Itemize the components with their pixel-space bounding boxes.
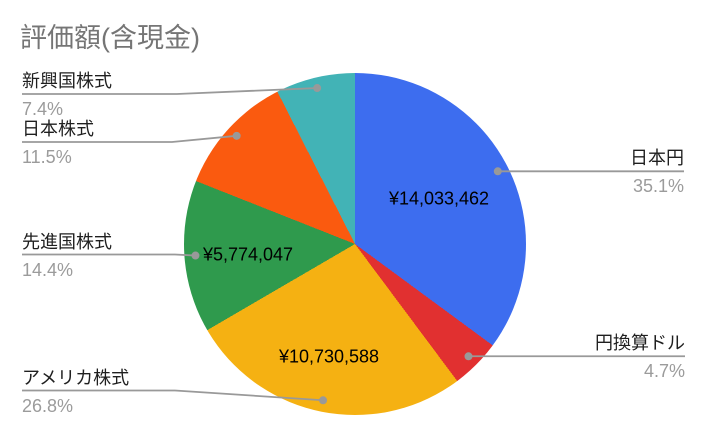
chart-title: 評価額(含現金) — [20, 23, 200, 53]
slice-value: ¥14,033,462 — [388, 188, 490, 209]
slice-percent: 35.1% — [632, 176, 684, 197]
slice-label: アメリカ株式 — [22, 367, 130, 388]
slice-label: 日本円 — [630, 148, 684, 169]
callout-5: 日本株式 11.5% — [22, 119, 94, 167]
slice-percent: 4.7% — [643, 361, 685, 382]
slice-label: 先進国株式 — [22, 231, 112, 252]
slice-percent: 14.4% — [22, 259, 74, 280]
callout-6: 新興国株式 7.4% — [22, 71, 112, 119]
slice-label: 円換算ドル — [595, 333, 685, 354]
callout-2: 円換算ドル 4.7% — [595, 333, 685, 381]
slice-label: 新興国株式 — [22, 71, 112, 91]
slice-label: 日本株式 — [22, 119, 94, 139]
callout-3: アメリカ株式 26.8% — [22, 368, 129, 416]
slice-percent: 26.8% — [22, 395, 74, 416]
slice-value: ¥10,730,588 — [278, 346, 380, 367]
slice-percent: 7.4% — [22, 99, 64, 119]
callout-1: 日本円 35.1% — [630, 148, 684, 196]
slice-value: ¥5,774,047 — [202, 244, 294, 264]
slice-percent: 11.5% — [22, 147, 72, 167]
callout-4: 先進国株式 14.4% — [22, 232, 112, 280]
